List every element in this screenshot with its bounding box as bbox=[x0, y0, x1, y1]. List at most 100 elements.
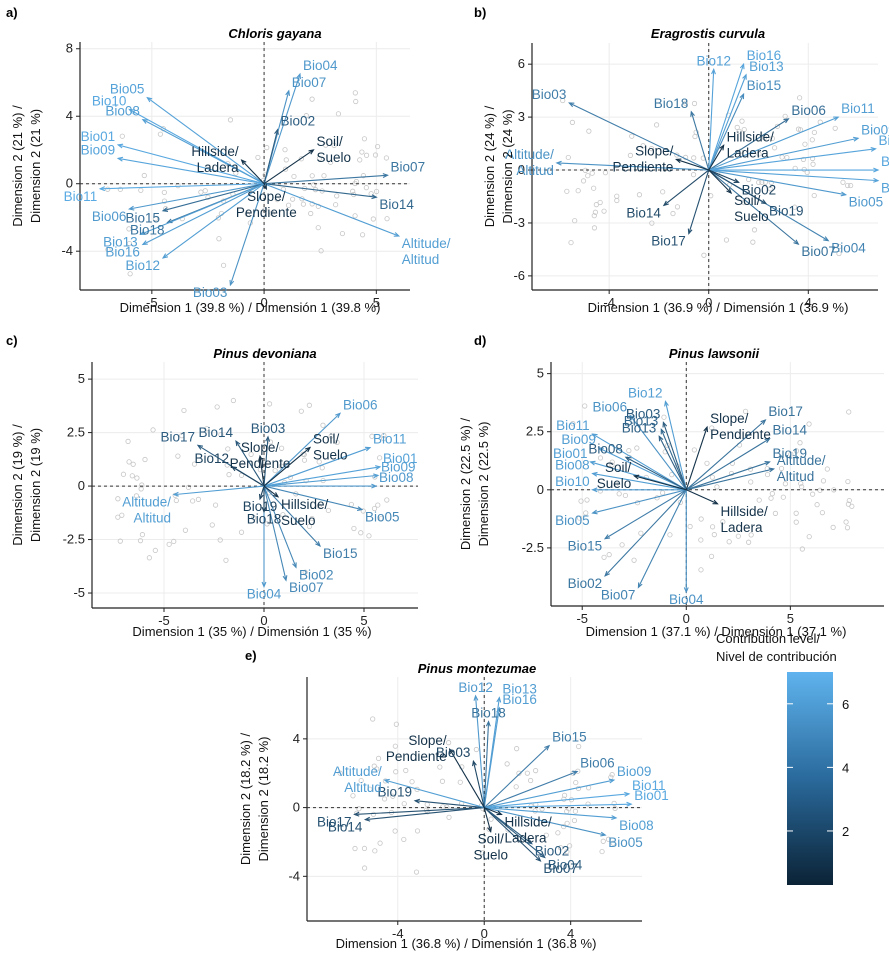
observation-point bbox=[585, 801, 591, 807]
observation-point bbox=[709, 425, 715, 431]
vector-arrow bbox=[708, 118, 789, 171]
vector-label: Altitud bbox=[516, 163, 554, 178]
vector-arrow bbox=[241, 159, 265, 185]
y-axis-title-line1: Dimension 2 (21 %) / bbox=[10, 105, 25, 227]
vector-arrowhead bbox=[353, 811, 360, 817]
observation-point bbox=[846, 409, 852, 415]
vector-label: Altitude/ bbox=[402, 236, 451, 251]
observation-point bbox=[285, 202, 292, 208]
vector-arrowhead bbox=[373, 473, 380, 479]
vector-arrow bbox=[263, 412, 341, 487]
vector-label: Bio08 bbox=[379, 470, 414, 485]
vector-arrow bbox=[483, 807, 541, 862]
observation-point bbox=[413, 869, 420, 875]
observation-point bbox=[339, 230, 346, 237]
vector-label: Bio11 bbox=[632, 778, 666, 793]
observation-point bbox=[824, 466, 830, 472]
observation-point bbox=[597, 199, 603, 206]
observation-point bbox=[708, 553, 715, 559]
observation-point bbox=[616, 491, 622, 497]
observation-point bbox=[414, 828, 421, 834]
observation-point bbox=[319, 465, 325, 471]
vector-arrowhead bbox=[600, 831, 607, 837]
observation-point bbox=[622, 492, 629, 499]
vector-arrow bbox=[235, 440, 265, 487]
observation-point bbox=[363, 152, 370, 158]
vector-arrowhead bbox=[711, 68, 716, 75]
observation-point bbox=[127, 271, 133, 277]
observation-point bbox=[125, 438, 131, 444]
vector-arrowhead bbox=[658, 435, 664, 442]
vector-arrow bbox=[475, 695, 485, 808]
observation-point bbox=[157, 131, 163, 137]
vector-label: Suelo bbox=[597, 476, 632, 491]
observation-point bbox=[756, 151, 762, 157]
vector-label: Hillside/ bbox=[721, 504, 769, 519]
panel-title: Pinus montezumae bbox=[418, 661, 536, 676]
vector-arrowhead bbox=[726, 188, 733, 194]
observation-point bbox=[572, 808, 579, 814]
observation-point bbox=[115, 514, 121, 520]
observation-point bbox=[709, 524, 716, 530]
observation-point bbox=[723, 237, 730, 243]
vector-arrow bbox=[484, 807, 617, 819]
observation-point bbox=[811, 129, 817, 136]
vector-arrowhead bbox=[364, 446, 372, 452]
observation-point bbox=[137, 538, 144, 544]
vector-arrowhead bbox=[719, 144, 725, 151]
observation-point bbox=[357, 157, 363, 163]
vector-label: Bio14 bbox=[379, 197, 414, 212]
observation-point bbox=[751, 227, 758, 233]
vector-arrow bbox=[686, 489, 718, 505]
observation-point bbox=[392, 828, 398, 834]
vector-label: Slope/ bbox=[408, 733, 447, 748]
vector-label: Bio18 bbox=[654, 96, 689, 111]
observation-point bbox=[161, 189, 167, 196]
vector-label: Bio19 bbox=[769, 204, 804, 219]
observation-point bbox=[638, 530, 644, 536]
observation-point bbox=[226, 472, 232, 478]
observation-point bbox=[820, 478, 827, 484]
observation-point bbox=[797, 95, 803, 101]
vector-arrow bbox=[384, 779, 485, 809]
vector-arrow bbox=[604, 489, 687, 577]
observation-point bbox=[301, 457, 308, 463]
observation-point bbox=[709, 474, 715, 480]
vector-label: Ladera bbox=[727, 145, 770, 160]
vector-arrow bbox=[708, 169, 739, 183]
observation-point bbox=[768, 495, 774, 501]
observation-point bbox=[626, 448, 632, 454]
observation-point bbox=[352, 90, 358, 96]
vector-label: Bio04 bbox=[548, 857, 583, 872]
observation-point bbox=[291, 173, 297, 180]
observation-point bbox=[150, 427, 156, 433]
observation-point bbox=[742, 408, 749, 414]
observation-point bbox=[636, 192, 643, 198]
observation-point bbox=[233, 170, 239, 176]
observation-point bbox=[368, 191, 374, 197]
observation-point bbox=[318, 248, 324, 254]
vector-arrowhead bbox=[783, 118, 790, 124]
vector-arrowhead bbox=[356, 506, 364, 511]
vector-arrow bbox=[676, 158, 709, 171]
vector-arrowhead bbox=[487, 826, 492, 834]
observation-point bbox=[613, 481, 619, 487]
observation-point bbox=[567, 843, 573, 849]
observation-point bbox=[811, 192, 817, 199]
vector-arrowhead bbox=[485, 720, 491, 727]
panel-letter: c) bbox=[6, 333, 18, 348]
observation-point bbox=[306, 523, 313, 530]
vector-label: Bio07 bbox=[289, 580, 324, 595]
vector-arrowhead bbox=[496, 696, 502, 703]
vector-arrowhead bbox=[235, 439, 241, 447]
observation-point bbox=[198, 189, 204, 195]
observation-point bbox=[331, 142, 337, 148]
observation-point bbox=[244, 211, 250, 217]
observation-point bbox=[300, 201, 307, 207]
observation-point bbox=[690, 172, 697, 178]
vector-label: Bio13 bbox=[502, 682, 537, 697]
observation-point bbox=[175, 453, 181, 459]
observation-point bbox=[788, 451, 794, 457]
observation-point bbox=[735, 533, 741, 539]
